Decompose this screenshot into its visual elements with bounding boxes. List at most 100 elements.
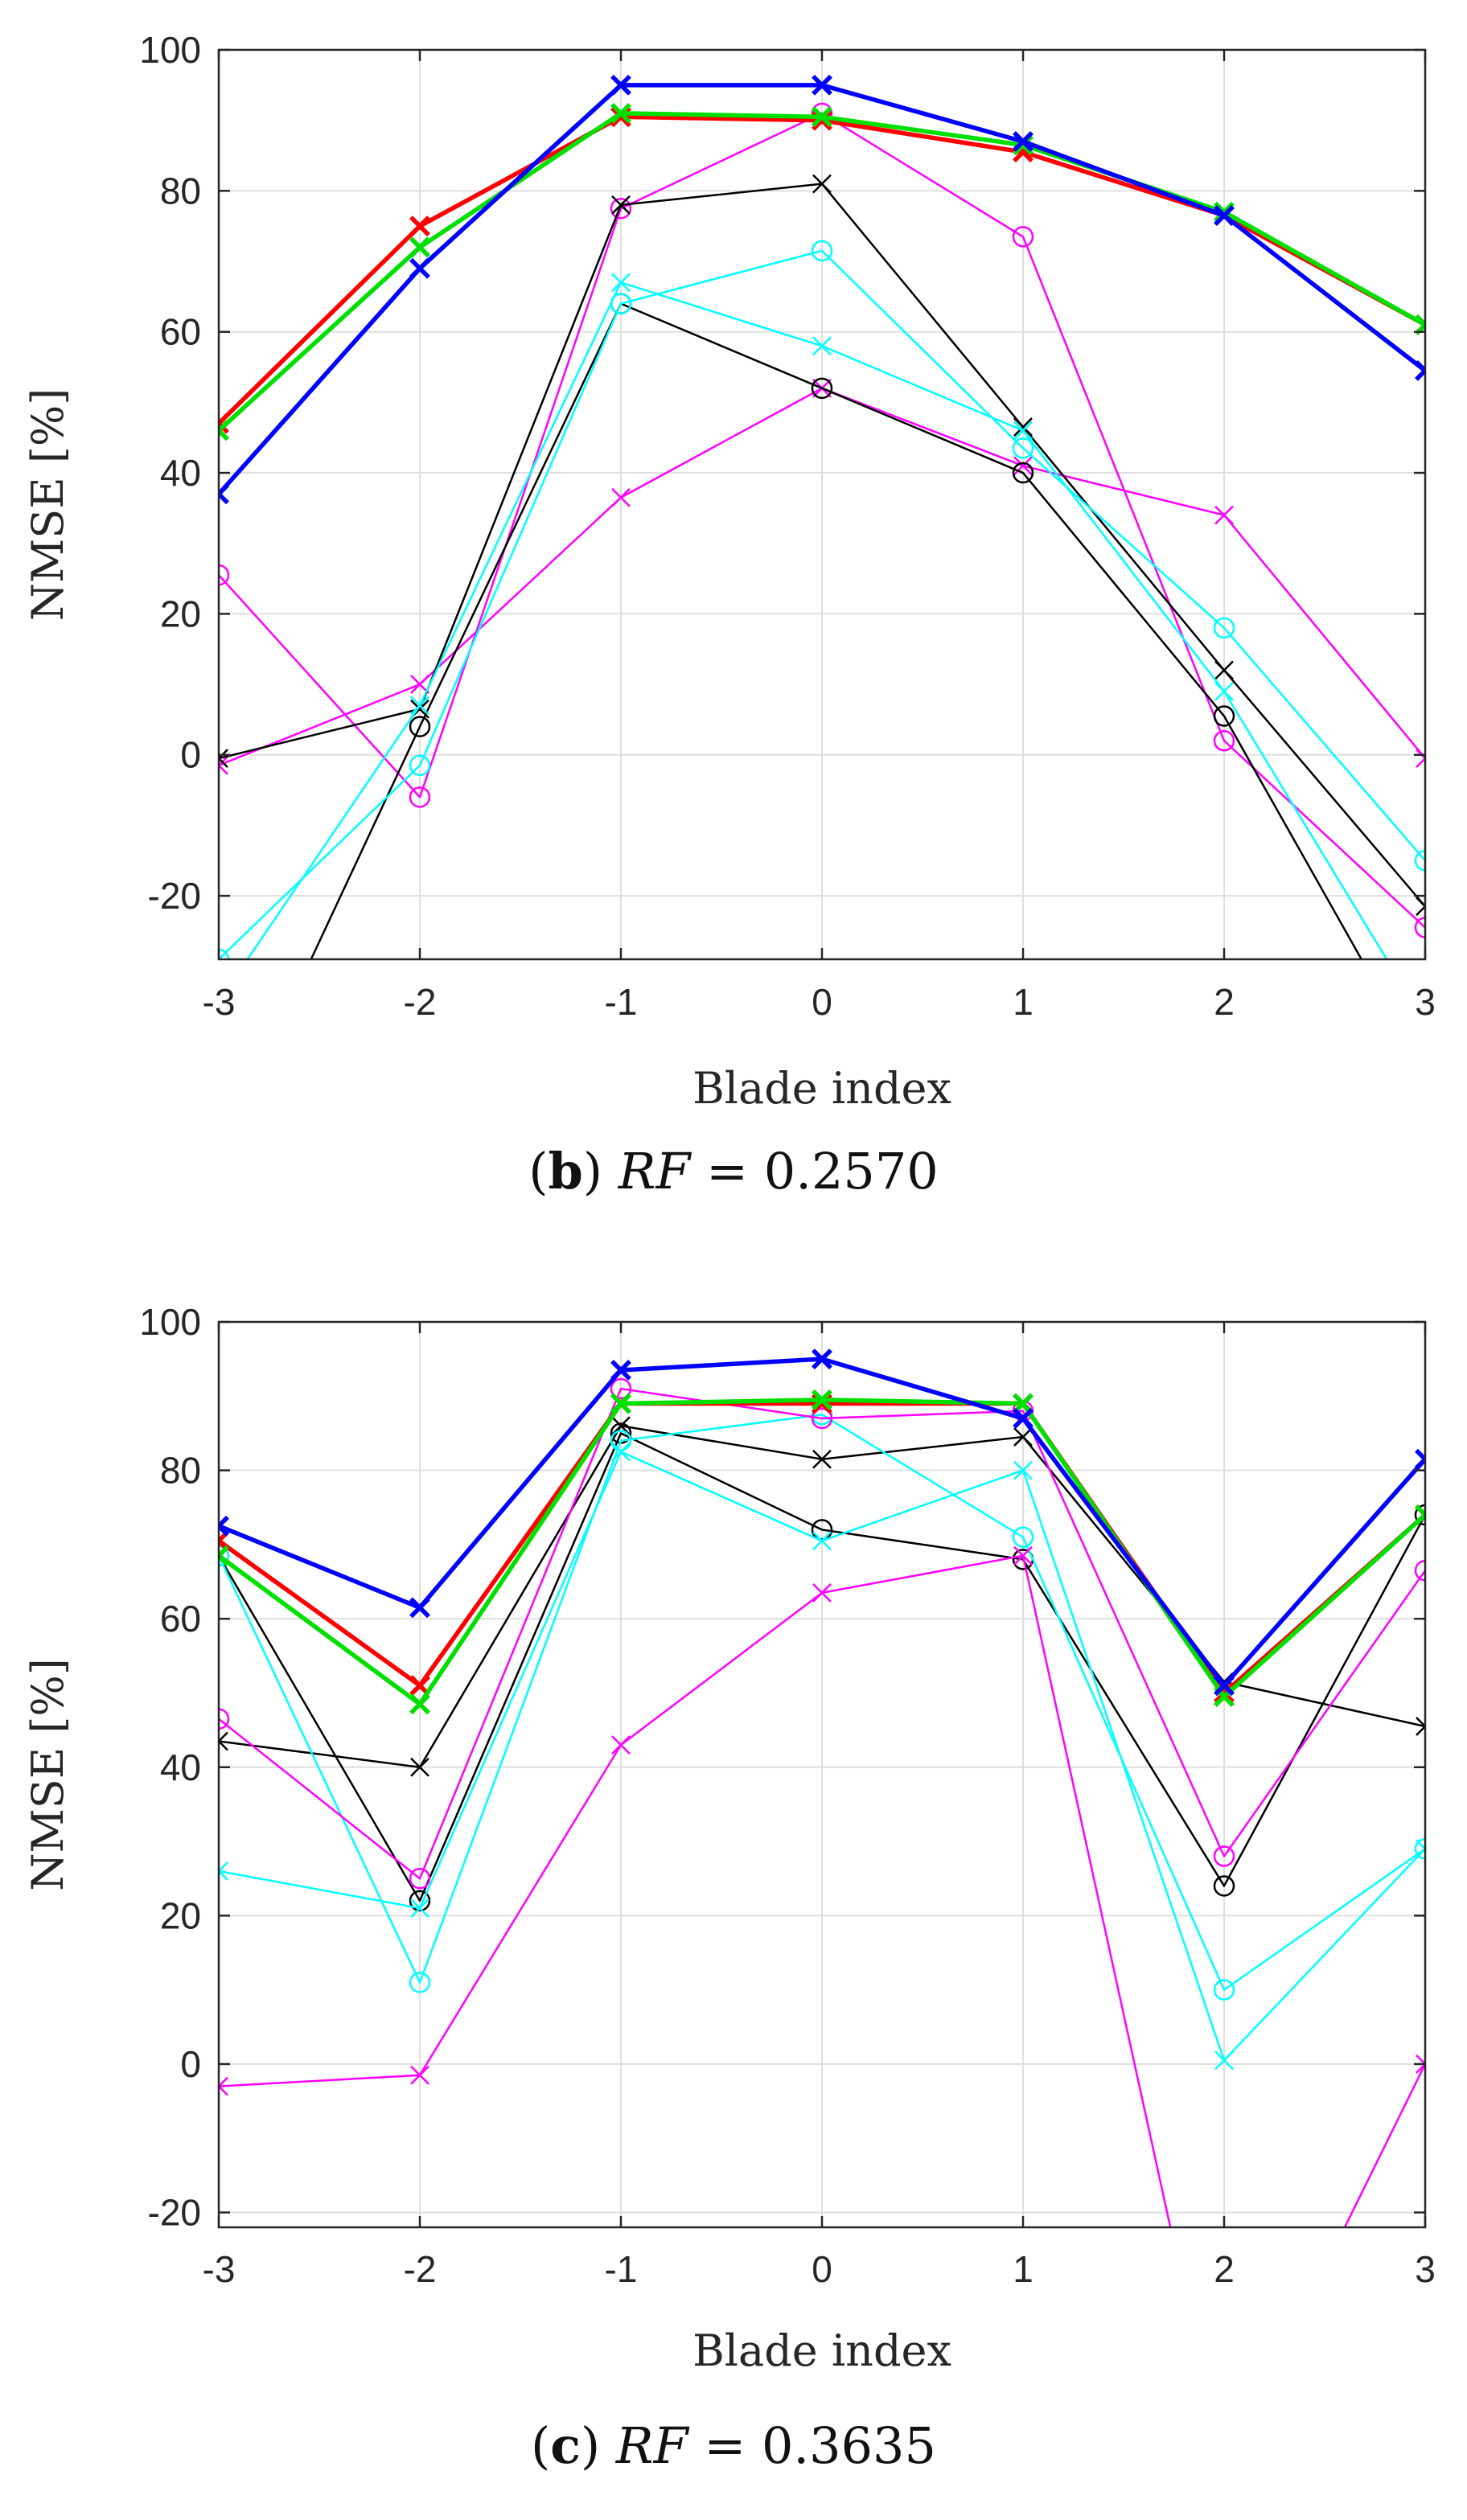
y-axis-label: NMSE [%] — [23, 388, 73, 622]
point-green-x — [812, 106, 832, 128]
x-tick-label: 2 — [1214, 981, 1235, 1023]
series-magenta-o — [219, 1377, 1425, 1890]
x-tick-label: -1 — [605, 981, 638, 1023]
point-blue-x — [219, 483, 229, 505]
y-tick-label: -20 — [148, 875, 201, 917]
y-tick-label: 40 — [160, 1746, 201, 1788]
point-blue-x — [812, 74, 832, 96]
series-magenta-x — [219, 1545, 1425, 2227]
x-tick-label: 0 — [812, 2248, 832, 2290]
point-green-x — [610, 1393, 631, 1414]
point-magenta-x — [1214, 505, 1234, 525]
point-green-x — [1415, 314, 1425, 335]
point-magenta-o — [610, 198, 632, 220]
point-blue-x — [409, 1597, 430, 1619]
point-black-o — [1012, 462, 1034, 484]
point-black-o — [1416, 1062, 1435, 1081]
caption-c: (c) RF = 0.3635 — [531, 2416, 936, 2475]
point-cyan-x — [1214, 2050, 1234, 2071]
y-tick-label: -20 — [148, 2192, 201, 2234]
point-green-x — [1415, 1504, 1425, 1525]
point-black-o — [1414, 1504, 1425, 1526]
x-tick-label: -2 — [404, 981, 437, 1023]
y-tick-label: 60 — [160, 311, 201, 353]
point-magenta-x — [410, 675, 429, 694]
point-blue-x — [1415, 1448, 1425, 1470]
point-red-x — [219, 412, 229, 434]
point-cyan-x — [1416, 1839, 1425, 1859]
point-cyan-o — [610, 1430, 632, 1451]
point-black-x — [812, 174, 832, 194]
caption-c-value: = 0.3635 — [688, 2416, 936, 2475]
series-line-black-o — [219, 1432, 1425, 1902]
point-black-x — [219, 749, 228, 769]
point-blue-x — [812, 1348, 832, 1370]
point-black-x — [812, 1449, 832, 1469]
series-line-cyan-o — [219, 249, 1425, 959]
point-magenta-x — [611, 487, 631, 507]
point-cyan-o — [409, 754, 431, 777]
y-tick-label: 60 — [160, 1598, 201, 1640]
point-magenta-x — [1416, 749, 1425, 769]
point-cyan-o — [219, 1545, 230, 1566]
point-red-x — [812, 109, 832, 131]
point-magenta-o — [811, 1407, 833, 1430]
point-black-o — [409, 716, 431, 737]
point-cyan-x — [1013, 421, 1033, 441]
series-line-magenta-o — [219, 1387, 1425, 1880]
point-cyan-x — [1214, 681, 1234, 701]
point-black-x — [1416, 897, 1425, 917]
series-black-x — [219, 1416, 1425, 1777]
x-tick-label: -3 — [203, 2248, 236, 2290]
point-blue-x — [1214, 1675, 1235, 1697]
point-magenta-x — [1013, 456, 1033, 476]
point-cyan-o — [409, 1972, 431, 1993]
series-cyan-x — [246, 273, 1388, 959]
x-tick-label: 1 — [1013, 2248, 1033, 2290]
point-black-o — [1213, 705, 1235, 727]
point-black-x — [1416, 1717, 1425, 1736]
point-magenta-o — [219, 1708, 230, 1730]
point-red-x — [812, 1393, 832, 1414]
point-black-x — [611, 1416, 631, 1436]
caption-b-value: = 0.2570 — [690, 1142, 939, 1200]
chart-b: -3 -2 -1 0 1 2 3 -20 0 20 40 60 80 100 Blade index NMSE… — [23, 29, 1436, 1114]
point-cyan-x — [812, 1531, 832, 1551]
point-blue-x — [219, 1515, 229, 1537]
x-tick-label: -2 — [404, 2248, 437, 2290]
x-tick-label: 1 — [1013, 981, 1033, 1023]
point-cyan-x — [410, 1898, 429, 1919]
point-green-x — [219, 420, 229, 441]
x-axis-label: Blade index — [692, 1063, 951, 1114]
point-black-x — [1013, 417, 1033, 437]
caption-b: (b) RF = 0.2570 — [528, 1142, 939, 1200]
point-magenta-o — [219, 564, 230, 586]
point-red-x — [409, 215, 430, 237]
point-cyan-o — [1213, 617, 1235, 639]
series-line-black-o — [310, 302, 1363, 959]
point-magenta-o — [409, 786, 431, 808]
x-tick-label: 3 — [1415, 981, 1436, 1023]
y-tick-label: 20 — [160, 593, 201, 634]
point-black-x — [1013, 1427, 1033, 1447]
point-magenta-o — [610, 1377, 632, 1400]
point-black-x — [611, 195, 631, 215]
caption-b-letter: b — [548, 1142, 583, 1200]
point-green-x — [409, 236, 430, 258]
point-green-x — [610, 102, 631, 124]
point-magenta-o — [1213, 729, 1235, 752]
point-cyan-o — [811, 240, 833, 262]
y-axis-label: NMSE [%] — [23, 1658, 73, 1891]
point-cyan-o — [1414, 850, 1425, 872]
point-blue-x — [610, 74, 631, 96]
x-tick-label: 0 — [812, 981, 832, 1023]
series-magenta-o — [219, 102, 1425, 938]
point-magenta-x — [1416, 2054, 1425, 2074]
point-magenta-x — [219, 756, 228, 775]
point-cyan-x — [410, 696, 429, 716]
point-cyan-x — [812, 336, 832, 356]
point-blue-x — [1013, 1408, 1033, 1429]
x-tick-label: -3 — [203, 981, 236, 1023]
point-blue-x — [1013, 131, 1033, 152]
point-black-x — [410, 1757, 429, 1777]
